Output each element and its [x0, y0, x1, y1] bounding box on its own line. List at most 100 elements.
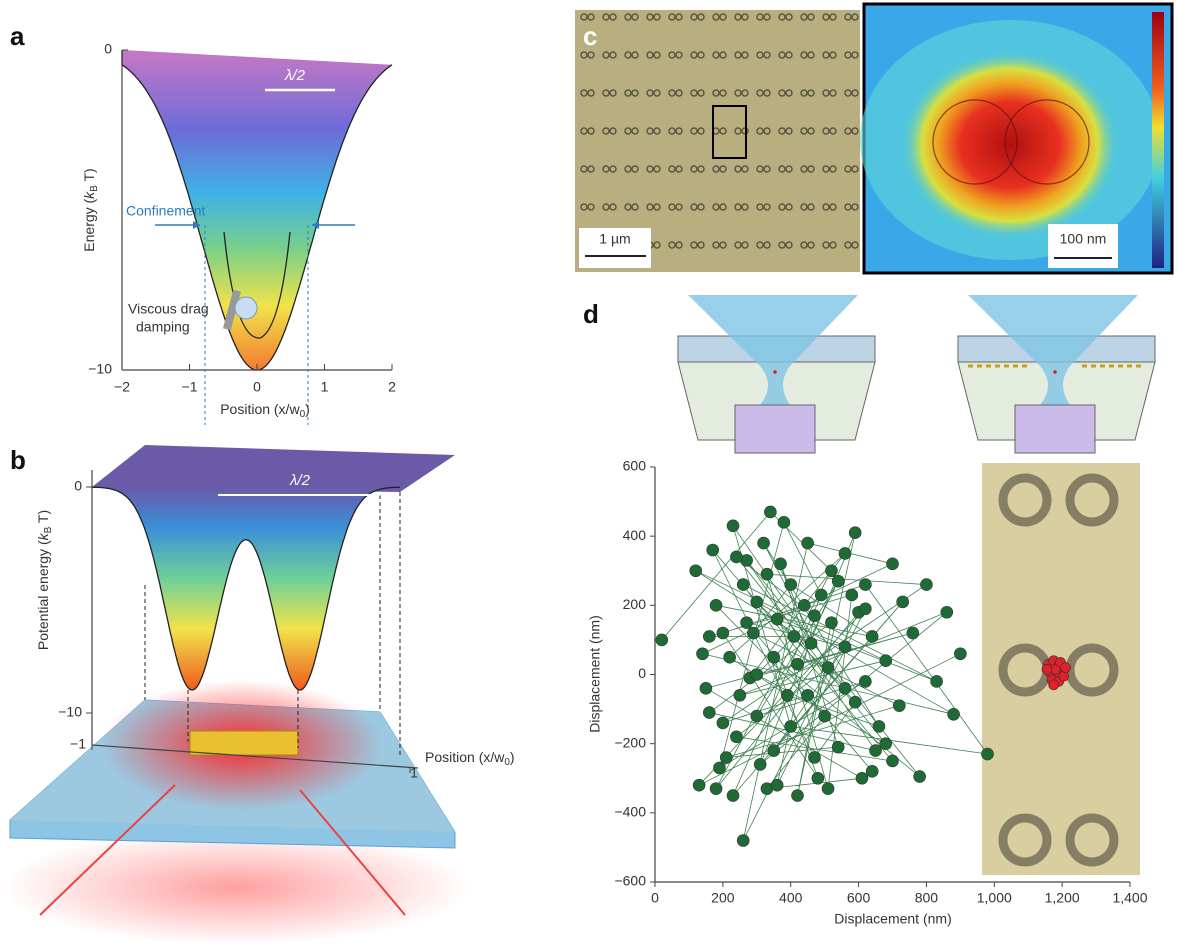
point [1042, 664, 1052, 674]
point [747, 627, 759, 639]
point [693, 779, 705, 791]
point [815, 589, 827, 601]
point [954, 648, 966, 660]
point [697, 648, 709, 660]
point [982, 748, 994, 760]
colorbar [1152, 12, 1164, 268]
annotation: λ/2 [284, 67, 306, 84]
point [941, 606, 953, 618]
point [802, 537, 814, 549]
point [873, 720, 885, 732]
point [730, 731, 742, 743]
point [880, 738, 892, 750]
point [907, 627, 919, 639]
y-label: Energy (kB T) [81, 168, 100, 251]
point [717, 717, 729, 729]
x-tick-label: −1 [70, 736, 86, 752]
point [832, 575, 844, 587]
point [839, 547, 851, 559]
point [754, 758, 766, 770]
panel-label: a [10, 21, 25, 51]
point [761, 568, 773, 580]
aperture [1015, 405, 1095, 453]
point [808, 610, 820, 622]
x-tick-label: 0 [651, 890, 659, 906]
setup-diagram [958, 295, 1155, 453]
point [792, 790, 804, 802]
y-tick-label: 200 [623, 596, 647, 612]
annotation: Viscous drag [128, 301, 209, 317]
point [849, 696, 861, 708]
x-label: Position (x/w0) [220, 401, 310, 420]
x-tick-label: −2 [114, 379, 130, 395]
x-label: Displacement (nm) [834, 911, 951, 927]
point [798, 599, 810, 611]
point [805, 637, 817, 649]
x-tick-label: 1 [321, 379, 329, 395]
x-label: Position (x/w0) [425, 749, 515, 768]
setup-diagram [678, 295, 875, 453]
point [914, 771, 926, 783]
surface-top [92, 445, 455, 492]
point [771, 613, 783, 625]
point [832, 741, 844, 753]
y-tick-label: 0 [104, 41, 112, 57]
point [703, 707, 715, 719]
point [1049, 680, 1059, 690]
point [781, 689, 793, 701]
point [948, 708, 960, 720]
point [785, 720, 797, 732]
point [737, 579, 749, 591]
x-tick-label: 1 [410, 765, 418, 781]
point [775, 558, 787, 570]
scale-text: 1 µm [599, 231, 630, 247]
y-tick-label: 0 [74, 478, 82, 494]
point [727, 790, 739, 802]
scale-text: 100 nm [1060, 231, 1107, 247]
point [893, 700, 905, 712]
point [724, 651, 736, 663]
aperture [735, 405, 815, 453]
point [717, 627, 729, 639]
x-tick-label: 400 [779, 890, 803, 906]
x-tick-label: 0 [253, 379, 261, 395]
point [656, 634, 668, 646]
point [768, 651, 780, 663]
nanorod [190, 731, 298, 755]
point [897, 596, 909, 608]
x-tick-label: 800 [915, 890, 939, 906]
point [785, 579, 797, 591]
y-label: Potential energy (kB T) [35, 510, 54, 650]
x-tick-label: 600 [847, 890, 871, 906]
point [812, 772, 824, 784]
panel-label: b [10, 445, 26, 475]
panel-label: d [583, 299, 599, 329]
bead [235, 297, 257, 319]
point [859, 603, 871, 615]
point [1059, 671, 1069, 681]
point [751, 710, 763, 722]
point [1061, 663, 1071, 673]
x-tick-label: −1 [182, 379, 198, 395]
point [822, 662, 834, 674]
point [849, 527, 861, 539]
x-tick-label: 200 [711, 890, 735, 906]
annotation: Confinement [126, 203, 205, 219]
point [839, 682, 851, 694]
point [690, 565, 702, 577]
page: {"panel_a":{"label":"a","xlim":[-2,2],"y… [0, 0, 1177, 945]
panel-label: c [583, 21, 597, 51]
x-tick-label: 1,400 [1112, 890, 1147, 906]
annotation: damping [136, 319, 190, 335]
particle [773, 370, 777, 374]
x-tick-label: 1,200 [1045, 890, 1080, 906]
point [707, 544, 719, 556]
point [870, 745, 882, 757]
point [741, 617, 753, 629]
y-tick-label: −200 [614, 734, 646, 750]
point [751, 596, 763, 608]
point [713, 762, 725, 774]
x-tick-label: 2 [388, 379, 396, 395]
y-tick-label: −400 [614, 804, 646, 820]
point [751, 669, 763, 681]
